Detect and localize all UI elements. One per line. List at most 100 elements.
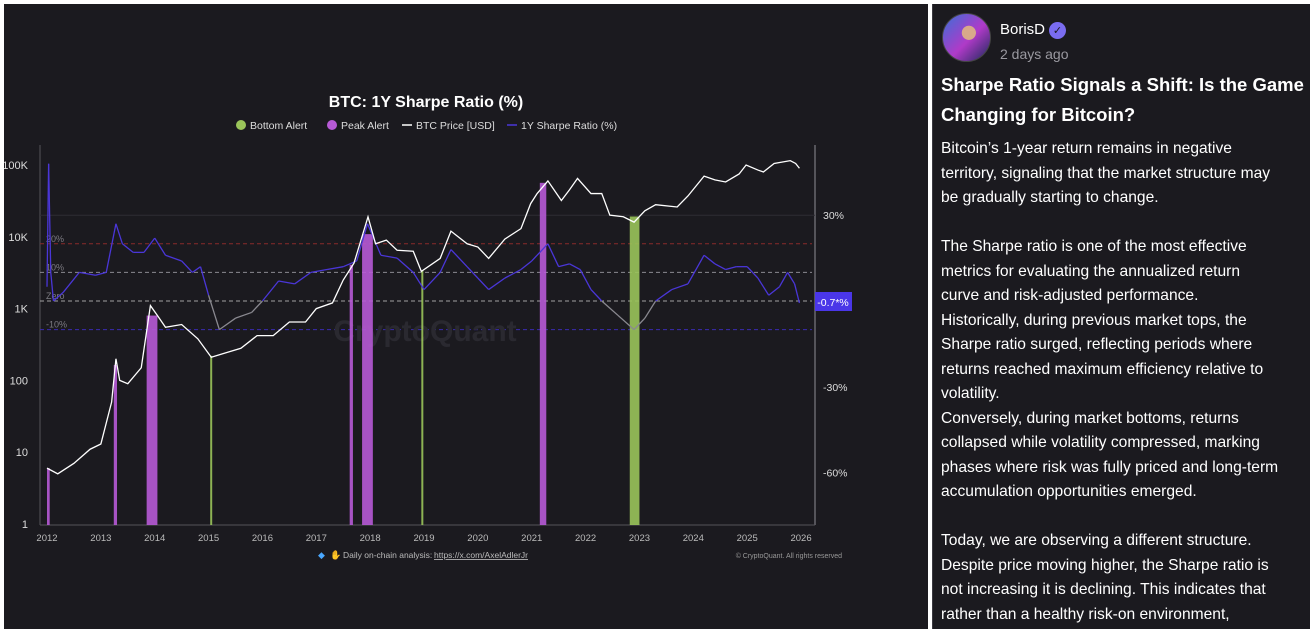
- current-value-badge: [815, 292, 852, 311]
- sharpe-line-segment: [207, 295, 220, 330]
- y2-tick-label: -60%: [823, 468, 848, 480]
- sharpe-line-segment: [326, 266, 344, 271]
- sharpe-line-segment: [95, 271, 107, 276]
- reference-line-label: Zero: [46, 291, 65, 301]
- sharpe-line-segment: [793, 283, 801, 304]
- sharpe-line-segment: [778, 272, 789, 288]
- sharpe-ratio-chart: BTC: 1Y Sharpe Ratio (%) Bottom Alert Peak…: [4, 94, 852, 561]
- sharpe-line-segment: [251, 300, 263, 313]
- sharpe-line-segment: [53, 291, 64, 302]
- sharpe-line-segment: [504, 268, 522, 279]
- x-tick-label: 2018: [360, 533, 381, 544]
- y-tick-label: 1K: [15, 304, 29, 316]
- bottom-alert-bar: [210, 355, 213, 525]
- x-tick-label: 2025: [737, 533, 758, 544]
- sharpe-line-segment: [601, 300, 619, 316]
- sharpe-line-segment: [423, 271, 441, 291]
- sharpe-line-segment: [488, 277, 506, 291]
- diamond-icon: ◆: [318, 551, 325, 561]
- sharpe-line-segment: [46, 163, 50, 287]
- peak-alert-bar: [47, 468, 50, 525]
- y-tick-label: 100: [10, 375, 28, 387]
- sharpe-line-segment: [192, 266, 201, 273]
- legend-label: Peak Alert: [341, 120, 389, 132]
- sharpe-line-segment: [396, 257, 414, 273]
- sharpe-line-segment: [655, 289, 673, 302]
- sharpe-line-segment: [199, 266, 210, 296]
- sharpe-line-segment: [746, 266, 759, 279]
- sharpe-line-segment: [310, 268, 328, 274]
- sharpe-line-segment: [714, 263, 726, 271]
- x-tick-label: 2012: [36, 533, 57, 544]
- sharpe-line-segment: [569, 263, 581, 271]
- sharpe-line-segment: [218, 317, 236, 331]
- x-tick-label: 2013: [90, 533, 111, 544]
- x-tick-label: 2017: [306, 533, 327, 544]
- sharpe-line-segment: [47, 163, 52, 273]
- sharpe-line-segment: [633, 317, 646, 331]
- y-tick-label: 10: [16, 447, 28, 459]
- x-tick-label: 2014: [144, 533, 165, 544]
- legend-bottom-marker: [236, 120, 246, 130]
- sharpe-line-segment: [617, 314, 635, 331]
- post-title: Sharpe Ratio Signals a Shift: Is the Gam…: [941, 74, 1304, 125]
- y-tick-label: 100K: [4, 160, 29, 172]
- avatar[interactable]: [942, 13, 991, 62]
- sharpe-line-segment: [154, 237, 167, 256]
- author-name[interactable]: BorisD: [1000, 21, 1046, 38]
- sharpe-line-segment: [356, 223, 369, 262]
- x-tick-label: 2021: [521, 533, 542, 544]
- chart-panel: BTC: 1Y Sharpe Ratio (%) Bottom Alert Peak…: [4, 4, 928, 629]
- sharpe-line-segment: [558, 263, 570, 268]
- sharpe-line-segment: [412, 272, 425, 290]
- sharpe-line-segment: [261, 280, 280, 302]
- peak-alert-bar: [362, 234, 373, 525]
- sharpe-line-segment: [450, 249, 468, 268]
- chart-title: BTC: 1Y Sharpe Ratio (%): [329, 94, 523, 111]
- x-tick-label: 2016: [252, 533, 273, 544]
- sharpe-line-segment: [466, 266, 479, 279]
- panel-divider: [932, 4, 933, 629]
- x-tick-label: 2022: [575, 533, 596, 544]
- sharpe-line-segment: [380, 254, 398, 259]
- sharpe-line-segment: [531, 243, 549, 262]
- hands-icon: ✋: [330, 549, 341, 561]
- sharpe-line-segment: [671, 283, 689, 291]
- post-timestamp: 2 days ago: [1000, 46, 1069, 62]
- footer-link[interactable]: https://x.com/AxelAdlerJr: [434, 550, 528, 560]
- legend-label: BTC Price [USD]: [416, 120, 495, 132]
- watermark: CryptoQuant: [333, 315, 516, 348]
- sharpe-line-segment: [165, 254, 182, 262]
- sharpe-line-segment: [50, 272, 55, 302]
- sharpe-line-segment: [79, 271, 96, 276]
- sharpe-line-segment: [294, 271, 312, 285]
- bottom-alert-bar: [421, 270, 424, 525]
- sharpe-line-segment: [115, 223, 124, 244]
- sharpe-line-segment: [725, 266, 737, 271]
- peak-alert-bar: [146, 315, 158, 525]
- x-tick-label: 2020: [467, 533, 488, 544]
- sharpe-line-segment: [757, 277, 770, 296]
- peak-alert-bar: [113, 364, 118, 525]
- post-body: Bitcoin’s 1-year return remains in negat…: [941, 140, 1279, 623]
- reference-line-label: -10%: [46, 320, 67, 330]
- sharpe-line-segment: [278, 280, 295, 285]
- bottom-alert-bar: [629, 216, 640, 525]
- x-tick-label: 2024: [683, 533, 704, 544]
- x-tick-label: 2015: [198, 533, 219, 544]
- y2-tick-label: 30%: [823, 210, 844, 222]
- y-tick-label: 1: [22, 519, 28, 531]
- sharpe-line-segment: [520, 260, 533, 271]
- sharpe-line-segment: [644, 300, 657, 319]
- legend-peak-marker: [327, 120, 337, 130]
- current-value-label: -0.7*%: [817, 297, 849, 309]
- reference-line-label: 20%: [46, 234, 64, 244]
- copyright-text: © CryptoQuant. All rights reserved: [736, 552, 842, 560]
- peak-alert-bar: [349, 264, 353, 525]
- sharpe-line-segment: [105, 223, 117, 273]
- sharpe-line-segment: [768, 286, 780, 296]
- sharpe-line-segment: [687, 254, 705, 285]
- sharpe-line-segment: [143, 237, 156, 253]
- sharpe-line-segment: [590, 289, 603, 302]
- sharpe-line-segment: [477, 277, 490, 291]
